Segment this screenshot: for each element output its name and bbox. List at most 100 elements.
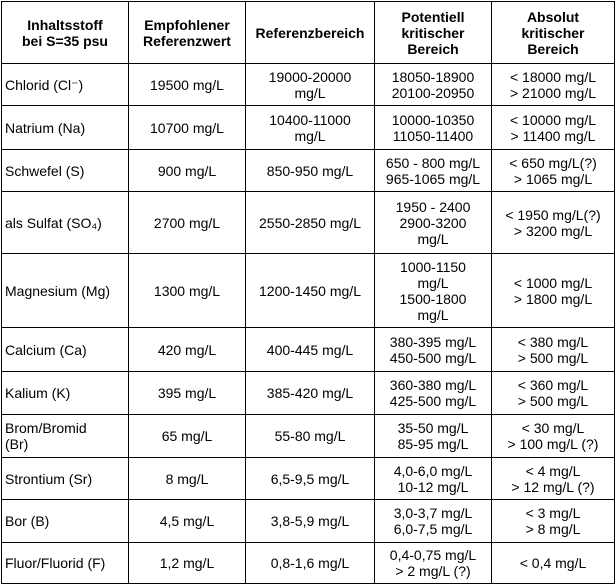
cell-line: 360-380 mg/L — [389, 377, 477, 393]
cell-line: Magnesium (Mg) — [5, 282, 111, 299]
cell-line: Kalium (K) — [5, 385, 71, 401]
cell-line: Absolut — [526, 8, 580, 25]
table-cell: < 4 mg/L > 12 mg/L (?) — [491, 457, 615, 500]
cell-line: Inhaltsstoff — [27, 16, 103, 33]
table-cell: < 1950 mg/L(?) > 3200 mg/L — [491, 191, 615, 254]
table-cell: Magnesium (Mg) — [1, 253, 129, 328]
cell-line: > 500 mg/L — [517, 349, 589, 366]
cell-line: mg/L — [294, 84, 326, 101]
cell-line: < 380 mg/L — [517, 333, 589, 350]
cell-line: < 0,4 mg/L — [519, 555, 587, 571]
table-row: Strontium (Sr) 8 mg/L 6,5-9,5 mg/L 4,0-6,0 … — [1, 457, 615, 500]
table-cell: Brom/Bromid (Br) — [1, 414, 129, 458]
table-row: Magnesium (Mg) 1300 mg/L 1200-1450 mg/L 100… — [1, 253, 615, 328]
table-cell: 2550-2850 mg/L — [245, 191, 375, 254]
table-cell: 850-950 mg/L — [245, 149, 375, 192]
cell-line: < 10000 mg/L — [509, 111, 596, 128]
table-cell: 2700 mg/L — [128, 191, 246, 254]
cell-line: < 4 mg/L — [525, 462, 581, 479]
table-row: Kalium (K) 395 mg/L 385-420 mg/L 360-380 mg… — [1, 371, 615, 415]
table-cell: Natrium (Na) — [1, 105, 129, 150]
table-cell: < 0,4 mg/L — [491, 542, 615, 584]
table-cell: Strontium (Sr) — [1, 457, 129, 500]
table-cell: 4,0-6,0 mg/L 10-12 mg/L — [374, 457, 492, 500]
cell-line: kritischer — [521, 24, 585, 41]
cell-line: Schwefel (S) — [5, 162, 85, 179]
cell-line: 1300 mg/L — [153, 282, 221, 299]
cell-line: als Sulfat (SO₄) — [5, 214, 102, 231]
cell-line: 900 mg/L — [157, 162, 217, 179]
cell-line: 1000-1150 — [400, 258, 466, 275]
table-cell: < 18000 mg/L > 21000 mg/L — [491, 63, 615, 106]
table-cell: < 650 mg/L(?) > 1065 mg/L — [491, 149, 615, 192]
table-row: Bor (B) 4,5 mg/L 3,8-5,9 mg/L 3,0-3,7 mg/L 6… — [1, 499, 615, 543]
cell-line: < 650 mg/L(?) — [509, 154, 597, 171]
table-cell: 18050-18900 20100-20950 — [374, 63, 492, 106]
table-row: Chlorid (Cl⁻) 19500 mg/L 19000-20000 mg/L 18… — [1, 63, 615, 106]
cell-line: Potentiell — [401, 8, 465, 25]
cell-line: 10000-10350 — [391, 111, 475, 128]
table-cell: 380-395 mg/L 450-500 mg/L — [374, 327, 492, 372]
cell-line: 1200-1450 mg/L — [259, 282, 361, 299]
cell-line: mg/L — [417, 230, 449, 247]
table-cell: < 10000 mg/L > 11400 mg/L — [491, 105, 615, 150]
cell-line: 450-500 mg/L — [389, 349, 477, 366]
cell-line: mg/L — [417, 274, 449, 291]
cell-line: < 1000 mg/L — [513, 274, 593, 291]
cell-line: > 3200 mg/L — [513, 222, 593, 239]
cell-line: > 21000 mg/L — [509, 84, 596, 101]
header-cell: Empfohlener Referenzwert — [128, 1, 246, 64]
table-row: Fluor/Fluorid (F) 1,2 mg/L 0,8-1,6 mg/L 0,4… — [1, 542, 615, 584]
cell-line: 8 mg/L — [165, 470, 209, 487]
cell-line: 20100-20950 — [391, 84, 475, 101]
cell-line: 0,4-0,75 mg/L — [389, 547, 477, 563]
cell-line: 650 - 800 mg/L — [385, 154, 481, 171]
table-cell: 1,2 mg/L — [128, 542, 246, 584]
cell-line: 1950 - 2400 — [395, 198, 471, 215]
cell-line: kritischer — [401, 24, 465, 41]
table-cell: Fluor/Fluorid (F) — [1, 542, 129, 584]
table-row: Calcium (Ca) 420 mg/L 400-445 mg/L 380-395 … — [1, 327, 615, 372]
cell-line: 400-445 mg/L — [266, 341, 354, 358]
cell-line: 35-50 mg/L — [397, 420, 469, 436]
cell-line: 10400-11000 — [269, 111, 351, 128]
table-cell: 650 - 800 mg/L 965-1065 mg/L — [374, 149, 492, 192]
table-cell: 395 mg/L — [128, 371, 246, 415]
table-cell: Kalium (K) — [1, 371, 129, 415]
cell-line: > 8 mg/L — [525, 521, 581, 537]
cell-line: 1,2 mg/L — [159, 555, 215, 571]
table-cell: 400-445 mg/L — [245, 327, 375, 372]
table-cell: 0,4-0,75 mg/L > 2 mg/L (?) — [374, 542, 492, 584]
table-cell: 3,8-5,9 mg/L — [245, 499, 375, 543]
table-cell: Schwefel (S) — [1, 149, 129, 192]
cell-line: 965-1065 mg/L — [385, 170, 481, 187]
cell-line: Calcium (Ca) — [5, 341, 87, 358]
cell-line: 420 mg/L — [157, 341, 217, 358]
cell-line: < 18000 mg/L — [509, 68, 596, 85]
cell-line: Bor (B) — [5, 513, 50, 529]
cell-line: (Br) — [5, 436, 29, 452]
cell-line: 2900-3200 — [399, 214, 467, 231]
header-cell: Referenzbereich — [245, 1, 375, 64]
cell-line: > 2 mg/L (?) — [395, 563, 471, 579]
cell-line: 19000-20000 — [268, 68, 352, 85]
cell-line: 2700 mg/L — [153, 214, 221, 231]
table-cell: 1950 - 2400 2900-3200 mg/L — [374, 191, 492, 254]
table-cell: 35-50 mg/L 85-95 mg/L — [374, 414, 492, 458]
cell-line: 85-95 mg/L — [397, 436, 469, 452]
table-cell: Calcium (Ca) — [1, 327, 129, 372]
cell-line: 6,5-9,5 mg/L — [270, 470, 350, 487]
cell-line: Fluor/Fluorid (F) — [5, 555, 106, 571]
cell-line: > 12 mg/L (?) — [511, 478, 595, 495]
table-cell: Bor (B) — [1, 499, 129, 543]
table-row: als Sulfat (SO₄) 2700 mg/L 2550-2850 mg/L 1… — [1, 191, 615, 254]
cell-line: 385-420 mg/L — [266, 385, 354, 401]
cell-line: Bereich — [527, 40, 579, 57]
cell-line: 3,8-5,9 mg/L — [270, 513, 350, 529]
cell-line: > 11400 mg/L — [510, 127, 596, 144]
cell-line: 55-80 mg/L — [274, 428, 346, 444]
cell-line: > 1065 mg/L — [513, 170, 593, 187]
table-cell: < 360 mg/L > 500 mg/L — [491, 371, 615, 415]
cell-line: < 30 mg/L — [521, 420, 585, 436]
